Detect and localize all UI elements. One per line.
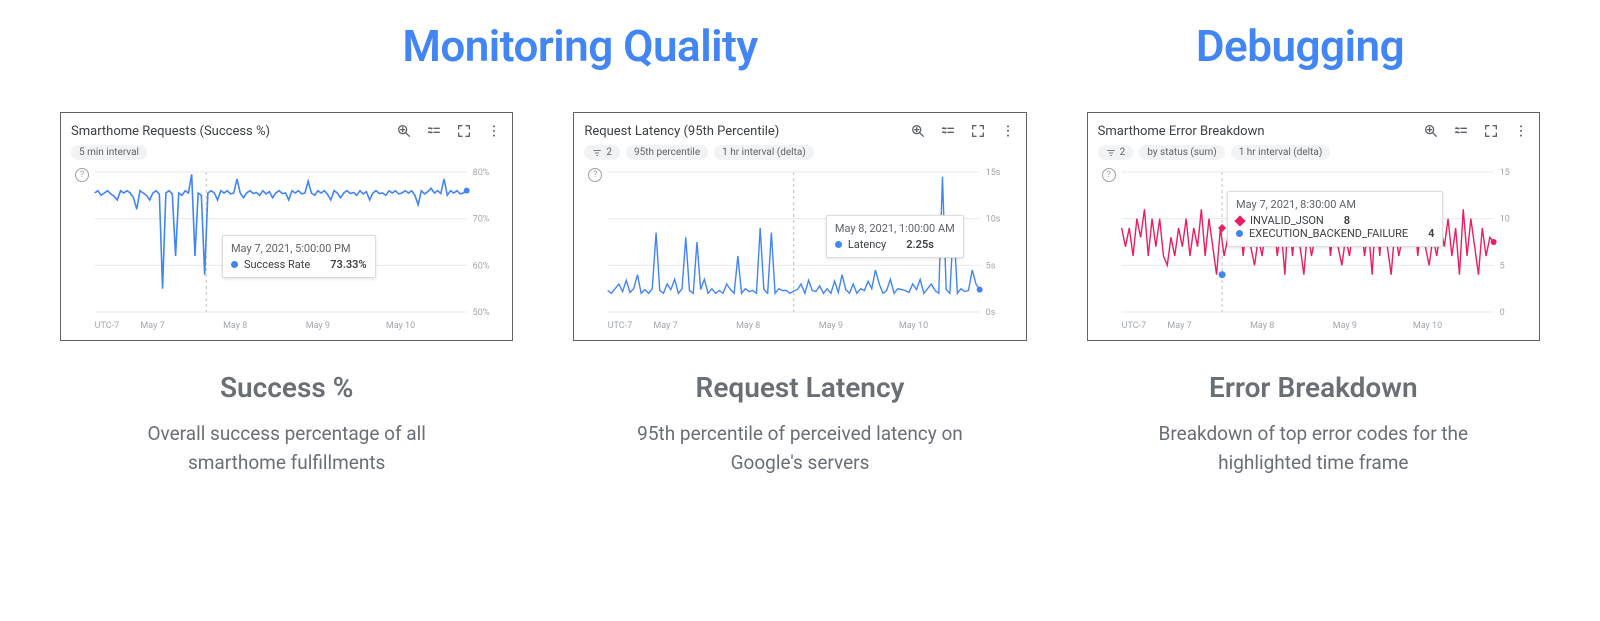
card-header: Request Latency (95th Percentile) xyxy=(584,123,1015,139)
legend-toggle-icon[interactable] xyxy=(426,123,442,139)
chip-errors-2[interactable]: 1 hr interval (delta) xyxy=(1231,145,1331,160)
heading-debugging: Debugging xyxy=(1060,20,1540,72)
svg-text:15: 15 xyxy=(1499,168,1509,178)
chart-errors[interactable]: ? 0 5 10 15 UTC-7 May 7 May 8 May 9 May 10 May 7,… xyxy=(1098,164,1529,334)
legend-toggle-icon[interactable] xyxy=(940,123,956,139)
card-latency: Request Latency (95th Percentile) 2 95th … xyxy=(573,112,1026,341)
card-title: Smarthome Error Breakdown xyxy=(1098,124,1423,139)
chip-row: 2 by status (sum) 1 hr interval (delta) xyxy=(1098,145,1529,160)
sub-desc-success: Overall success percentage of all smarth… xyxy=(122,420,452,477)
svg-text:May 10: May 10 xyxy=(1413,321,1442,331)
card-header: Smarthome Requests (Success %) xyxy=(71,123,502,139)
chart-success[interactable]: ?50%60%70%80%UTC-7May 7May 8May 9May 10 … xyxy=(71,164,502,334)
svg-text:15s: 15s xyxy=(986,168,1001,178)
section-headings: Monitoring Quality Debugging xyxy=(60,20,1540,72)
help-icon[interactable]: ? xyxy=(75,168,89,182)
card-title: Request Latency (95th Percentile) xyxy=(584,124,909,139)
chip-success-0[interactable]: 5 min interval xyxy=(71,145,147,160)
svg-text:May 7: May 7 xyxy=(140,321,164,331)
help-icon[interactable]: ? xyxy=(1102,168,1116,182)
chart-tooltip: May 8, 2021, 1:00:00 AMLatency2.25s xyxy=(826,215,964,258)
chart-tooltip: May 7, 2021, 5:00:00 PMSuccess Rate73.33… xyxy=(222,235,376,278)
svg-text:UTC-7: UTC-7 xyxy=(95,321,120,331)
sub-title-errors: Error Breakdown xyxy=(1209,371,1418,404)
svg-text:80%: 80% xyxy=(473,168,490,178)
expand-icon[interactable] xyxy=(456,123,472,139)
card-errors: Smarthome Error Breakdown 2 by status (su… xyxy=(1087,112,1540,341)
svg-text:10s: 10s xyxy=(986,215,1001,225)
svg-text:5s: 5s xyxy=(986,261,996,271)
svg-text:5: 5 xyxy=(1499,261,1504,271)
card-actions xyxy=(910,123,1016,139)
expand-icon[interactable] xyxy=(1483,123,1499,139)
chip-row: 2 95th percentile 1 hr interval (delta) xyxy=(584,145,1015,160)
expand-icon[interactable] xyxy=(970,123,986,139)
legend-toggle-icon[interactable] xyxy=(1453,123,1469,139)
zoom-icon[interactable] xyxy=(396,123,412,139)
zoom-icon[interactable] xyxy=(910,123,926,139)
svg-text:May 9: May 9 xyxy=(306,321,330,331)
more-icon[interactable] xyxy=(486,123,502,139)
sub-desc-latency: 95th percentile of perceived latency on … xyxy=(635,420,965,477)
chart-tooltip: May 7, 2021, 8:30:00 AMINVALID_JSON8EXEC… xyxy=(1227,191,1443,247)
page: Monitoring Quality Debugging Smarthome R… xyxy=(0,0,1600,517)
svg-text:May 10: May 10 xyxy=(386,321,415,331)
more-icon[interactable] xyxy=(1000,123,1016,139)
more-icon[interactable] xyxy=(1513,123,1529,139)
svg-text:UTC-7: UTC-7 xyxy=(1121,321,1146,331)
column-errors: Smarthome Error Breakdown 2 by status (su… xyxy=(1087,112,1540,477)
svg-text:70%: 70% xyxy=(473,215,490,225)
sub-title-success: Success % xyxy=(220,371,353,404)
svg-text:10: 10 xyxy=(1499,215,1509,225)
card-actions xyxy=(396,123,502,139)
svg-text:May 9: May 9 xyxy=(1332,321,1356,331)
chip-latency-2[interactable]: 1 hr interval (delta) xyxy=(714,145,814,160)
chart-latency[interactable]: ?0s5s10s15sUTC-7May 7May 8May 9May 10 Ma… xyxy=(584,164,1015,334)
svg-text:May 7: May 7 xyxy=(1167,321,1191,331)
svg-text:0s: 0s xyxy=(986,308,996,318)
svg-text:May 8: May 8 xyxy=(223,321,247,331)
cards-row: Smarthome Requests (Success %) 5 min int… xyxy=(60,112,1540,477)
sub-title-latency: Request Latency xyxy=(696,371,905,404)
svg-text:60%: 60% xyxy=(473,261,490,271)
svg-text:May 8: May 8 xyxy=(1250,321,1274,331)
card-actions xyxy=(1423,123,1529,139)
svg-text:50%: 50% xyxy=(473,308,490,318)
chip-latency-1[interactable]: 95th percentile xyxy=(626,145,708,160)
column-success: Smarthome Requests (Success %) 5 min int… xyxy=(60,112,513,477)
chip-row: 5 min interval xyxy=(71,145,502,160)
card-success: Smarthome Requests (Success %) 5 min int… xyxy=(60,112,513,341)
heading-monitoring: Monitoring Quality xyxy=(60,20,1060,72)
chip-errors-1[interactable]: by status (sum) xyxy=(1139,145,1224,160)
zoom-icon[interactable] xyxy=(1423,123,1439,139)
svg-text:May 8: May 8 xyxy=(736,321,760,331)
svg-text:0: 0 xyxy=(1499,308,1504,318)
column-latency: Request Latency (95th Percentile) 2 95th … xyxy=(573,112,1026,477)
svg-text:UTC-7: UTC-7 xyxy=(608,321,633,331)
svg-text:May 7: May 7 xyxy=(654,321,678,331)
card-title: Smarthome Requests (Success %) xyxy=(71,124,396,139)
svg-text:May 10: May 10 xyxy=(899,321,928,331)
chip-errors-0[interactable]: 2 xyxy=(1098,145,1134,160)
svg-text:May 9: May 9 xyxy=(819,321,843,331)
chip-latency-0[interactable]: 2 xyxy=(584,145,620,160)
sub-desc-errors: Breakdown of top error codes for the hig… xyxy=(1148,420,1478,477)
card-header: Smarthome Error Breakdown xyxy=(1098,123,1529,139)
